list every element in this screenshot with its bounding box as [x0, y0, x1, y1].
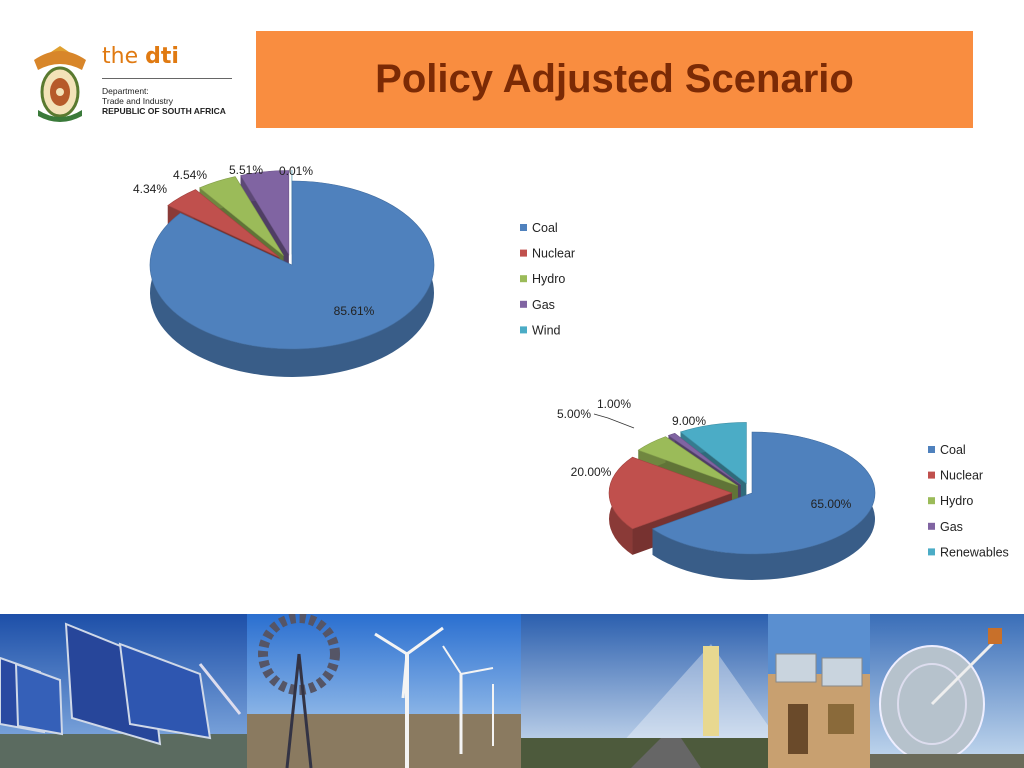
legend-swatch-coal — [520, 224, 527, 231]
legend-swatch-nuclear — [928, 471, 935, 479]
solar-dish-photo — [870, 614, 1024, 768]
leader-line — [593, 413, 635, 429]
logo-wordmark: the dti — [102, 44, 179, 69]
pie-chart-1: 85.61% 4.34% 4.54% 5.51% 0.01% Coal Nuclear Hyd… — [133, 163, 575, 377]
legend-swatch-coal — [928, 446, 935, 453]
legend-label-coal: Coal — [532, 221, 558, 235]
data-label-coal: 65.00% — [811, 497, 852, 511]
data-label-gas: 1.00% — [597, 397, 631, 411]
dti-logo: the dti Department: Trade and Industry R… — [24, 40, 238, 126]
pie-slice-gas — [667, 432, 741, 486]
solar-water-heater-photo — [768, 614, 870, 768]
legend-swatch-hydro — [928, 497, 935, 505]
data-label-renewables: 9.00% — [672, 414, 706, 428]
wind-turbines-photo — [247, 614, 521, 768]
pie-slice-nuclear — [608, 456, 733, 530]
legend-label-wind: Wind — [532, 323, 561, 337]
pie-chart-2: 65.00% 20.00% 5.00% 1.00% 9.00% Coal Nuclear Hy… — [557, 397, 1009, 580]
legend-label-gas: Gas — [532, 298, 555, 312]
legend-label-nuclear: Nuclear — [532, 247, 575, 261]
legend-swatch-hydro — [520, 275, 527, 283]
logo-line-republic: REPUBLIC OF SOUTH AFRICA — [102, 106, 226, 116]
page-title: Policy Adjusted Scenario — [375, 57, 854, 101]
pie-slice-renewables — [679, 422, 747, 485]
solar-panels-photo — [0, 614, 247, 768]
legend-label-nuclear: Nuclear — [940, 469, 983, 483]
legend-swatch-nuclear — [520, 249, 527, 257]
data-label-gas: 5.51% — [229, 163, 263, 177]
data-label-wind: 0.01% — [279, 164, 313, 178]
logo-line-trade: Trade and Industry — [102, 96, 174, 106]
legend-label-coal: Coal — [940, 443, 966, 457]
data-label-hydro: 5.00% — [557, 407, 591, 421]
legend-label-hydro: Hydro — [532, 272, 565, 286]
pie-slice-hydro — [637, 436, 739, 487]
legend-label-renewables: Renewables — [940, 545, 1009, 559]
data-label-nuclear: 4.34% — [133, 182, 167, 196]
pie-slice-hydro — [199, 176, 284, 256]
pie-slice-coal — [149, 180, 435, 350]
solar-tower-photo — [521, 614, 768, 768]
legend-swatch-wind — [520, 326, 527, 334]
data-label-nuclear: 20.00% — [571, 465, 612, 479]
charts-canvas: 85.61% 4.34% 4.54% 5.51% 0.01% Coal Nuclear Hyd… — [133, 163, 1009, 580]
logo-line-department: Department: — [102, 86, 149, 96]
pie-slice-coal — [651, 431, 876, 555]
data-label-coal: 85.61% — [334, 304, 375, 318]
legend-label-hydro: Hydro — [940, 494, 973, 508]
pie-slice-gas — [240, 170, 290, 256]
coat-of-arms-icon — [34, 46, 86, 122]
data-label-hydro: 4.54% — [173, 168, 207, 182]
legend-swatch-gas — [520, 300, 527, 308]
pie-slice-nuclear — [167, 189, 280, 258]
pie-slice-edge — [652, 432, 875, 580]
photo-strip — [0, 614, 1024, 768]
legend-swatch-renewables — [928, 548, 935, 556]
logo-divider — [102, 78, 232, 79]
legend-swatch-gas — [928, 522, 935, 530]
legend-label-gas: Gas — [940, 520, 963, 534]
title-banner: Policy Adjusted Scenario — [256, 31, 973, 128]
